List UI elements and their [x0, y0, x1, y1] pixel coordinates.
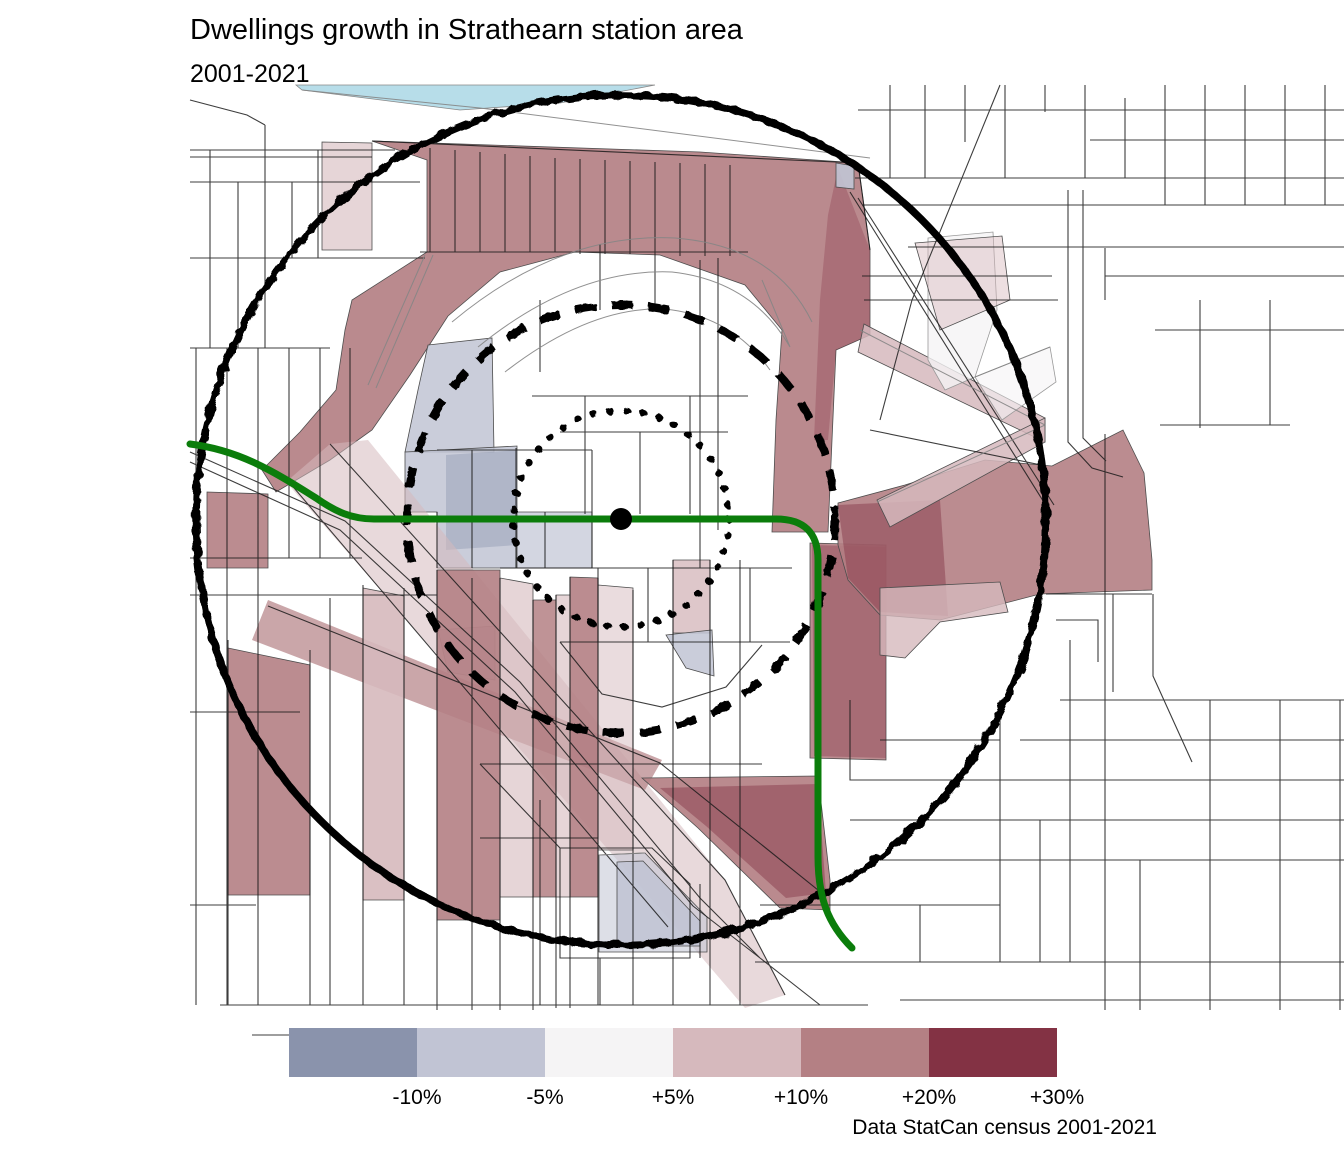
legend-swatch [417, 1028, 545, 1077]
census-block [597, 584, 634, 851]
census-block [436, 569, 501, 921]
road-network-layer [189, 99, 868, 1036]
census-blocks [206, 140, 1153, 1008]
legend-colorbar [289, 1028, 1057, 1077]
page-subtitle: 2001-2021 [190, 60, 310, 88]
census-block [876, 417, 1046, 528]
census-block [446, 450, 517, 550]
road-network-layer [849, 84, 1344, 594]
legend-swatch [545, 1028, 673, 1077]
legend-label: +10% [773, 1086, 829, 1109]
legend-label: -10% [392, 1086, 442, 1109]
page-title: Dwellings growth in Strathearn station a… [190, 14, 743, 46]
legend-swatch [673, 1028, 801, 1077]
outer-ring-solid [192, 91, 1050, 949]
legend-swatch [289, 1028, 417, 1077]
census-block [261, 140, 871, 533]
census-block [227, 647, 311, 896]
road-network-layer [755, 593, 1344, 1010]
census-block [672, 559, 711, 634]
legend-label: +20% [901, 1086, 957, 1109]
legend-label: +5% [651, 1086, 695, 1109]
census-block [814, 168, 870, 440]
legend-swatch [929, 1028, 1057, 1077]
station-marker [610, 508, 632, 530]
census-block [660, 784, 826, 898]
transit-line [186, 440, 856, 952]
census-block [555, 594, 571, 898]
census-block [532, 599, 557, 898]
census-block [499, 577, 534, 898]
census-block [206, 491, 269, 569]
data-source-caption: Data StatCan census 2001-2021 [852, 1116, 1157, 1139]
legend-label: +30% [1029, 1086, 1085, 1109]
census-block [362, 587, 405, 901]
legend-swatch [801, 1028, 929, 1077]
legend-label: -5% [526, 1086, 564, 1109]
census-block [879, 581, 1009, 659]
